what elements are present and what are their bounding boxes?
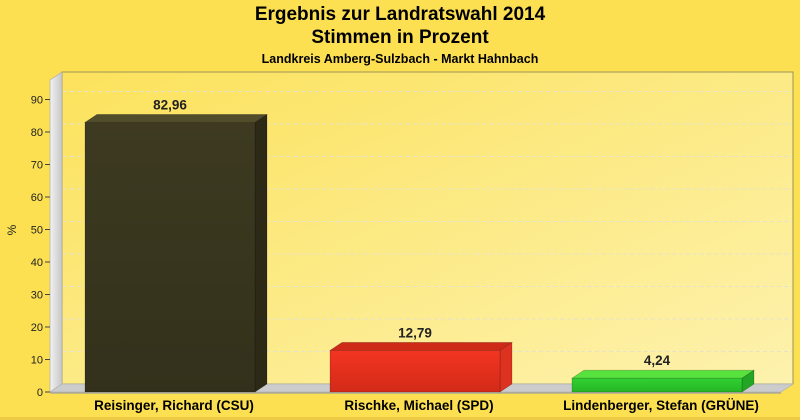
bar-csu <box>84 122 256 393</box>
y-axis-title: % <box>5 224 19 235</box>
bar-side-spd <box>499 341 513 393</box>
y-tick-label-40: 40 <box>31 257 43 269</box>
bar-value-label-gruene: 4,24 <box>644 353 671 368</box>
chart-subtitle: Landkreis Amberg-Sulzbach - Markt Hahnba… <box>261 52 539 66</box>
chart-title-line1: Ergebnis zur Landratswahl 2014 <box>254 4 546 25</box>
bar-side-csu <box>254 113 268 393</box>
bar-value-label-csu: 82,96 <box>153 97 187 112</box>
y-tick-label-10: 10 <box>31 355 43 367</box>
window-bottom-edge <box>0 417 800 420</box>
bar-top-spd <box>329 342 513 351</box>
y-tick-label-30: 30 <box>31 290 43 302</box>
y-tick-label-0: 0 <box>37 387 43 399</box>
bar-category-label-gruene: Lindenberger, Stefan (GRÜNE) <box>563 398 759 413</box>
bar-top-gruene <box>571 369 755 379</box>
y-tick-label-20: 20 <box>31 322 43 334</box>
y-tick-label-80: 80 <box>31 127 43 139</box>
bar-value-label-spd: 12,79 <box>398 325 432 340</box>
bar-gruene <box>571 377 743 393</box>
y-tick-label-70: 70 <box>31 160 43 172</box>
y-tick-label-60: 60 <box>31 192 43 204</box>
bar-spd <box>329 350 501 393</box>
bar-category-label-spd: Rischke, Michael (SPD) <box>344 398 493 413</box>
bar-category-label-csu: Reisinger, Richard (CSU) <box>94 398 254 413</box>
y-tick-label-50: 50 <box>31 225 43 237</box>
chart-title-line2: Stimmen in Prozent <box>311 27 489 48</box>
chart-left-wall <box>49 71 63 393</box>
y-tick-label-90: 90 <box>31 95 43 107</box>
bar-top-csu <box>84 114 268 123</box>
